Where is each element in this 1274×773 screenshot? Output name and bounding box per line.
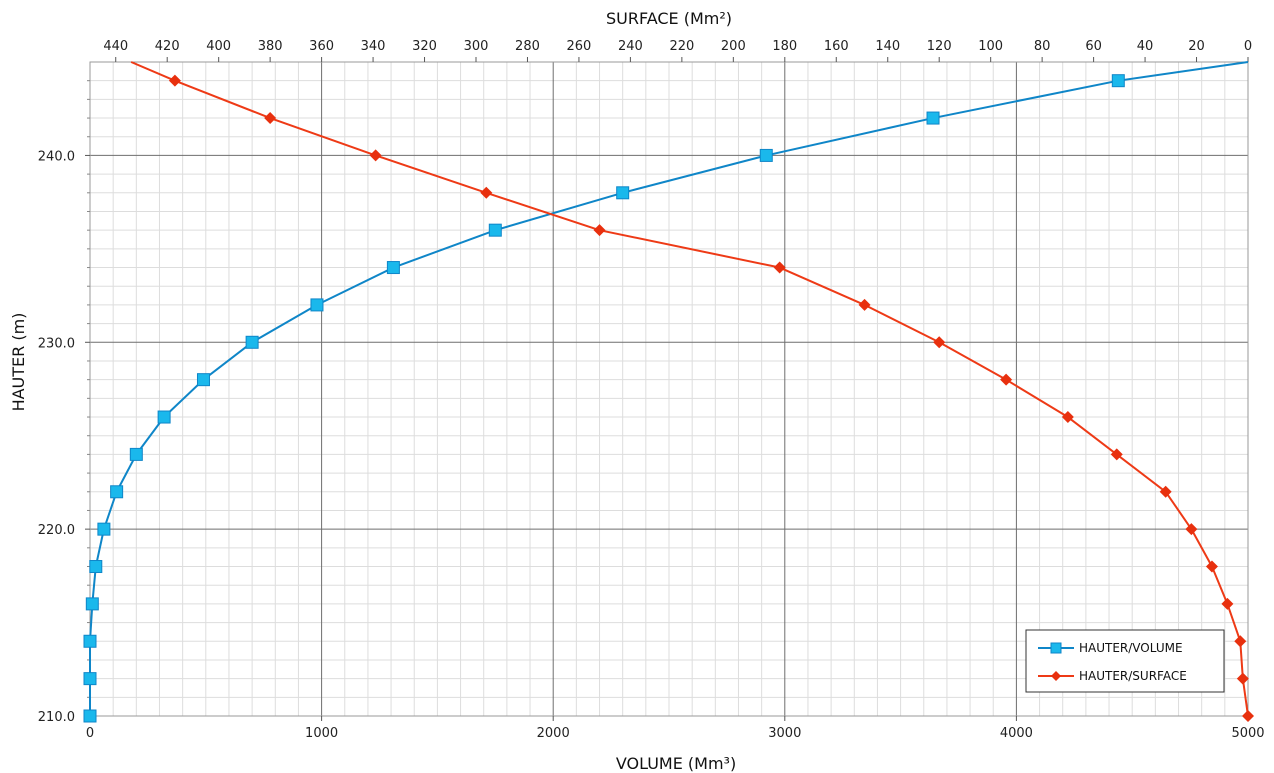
top-tick-label: 240 <box>618 39 643 54</box>
top-tick-label: 160 <box>824 39 849 54</box>
volume-point <box>110 485 124 499</box>
bottom-axis-title: VOLUME (Mm³) <box>616 754 736 773</box>
surface-point <box>1061 411 1074 424</box>
series-layer <box>83 61 1254 723</box>
surface-point <box>1205 560 1218 573</box>
surface-point <box>369 149 382 162</box>
surface-point <box>1000 373 1013 386</box>
top-tick-label: 360 <box>309 39 334 54</box>
left-tick-label: 230.0 <box>38 336 75 351</box>
bottom-tick-label: 2000 <box>537 726 570 741</box>
grid-minor <box>90 62 1248 716</box>
surface-point <box>1242 710 1254 722</box>
volume-point <box>85 597 99 611</box>
surface-point <box>593 224 606 237</box>
top-tick-label: 260 <box>567 39 592 54</box>
top-tick-label: 320 <box>412 39 437 54</box>
bottom-tick-label: 1000 <box>305 726 338 741</box>
volume-point <box>245 335 259 349</box>
surface-point <box>264 112 277 125</box>
bottom-tick-label: 4000 <box>1000 726 1033 741</box>
bottom-tick-label: 3000 <box>768 726 801 741</box>
volume-point <box>926 111 940 125</box>
surface-point <box>773 261 786 274</box>
top-tick-label: 20 <box>1188 39 1205 54</box>
bottom-tick-label: 0 <box>86 726 94 741</box>
surface-point <box>1221 597 1234 610</box>
legend-label-volume: HAUTER/VOLUME <box>1079 641 1183 655</box>
surface-point <box>168 74 181 87</box>
surface-point <box>1236 672 1249 685</box>
top-tick-label: 100 <box>978 39 1003 54</box>
volume-point <box>129 447 143 461</box>
volume-point <box>83 634 97 648</box>
bottom-tick-label: 5000 <box>1231 726 1264 741</box>
top-tick-label: 440 <box>103 39 128 54</box>
volume-point <box>488 223 502 237</box>
surface-point <box>1110 448 1123 461</box>
top-tick-label: 380 <box>258 39 283 54</box>
top-tick-label: 420 <box>155 39 180 54</box>
top-tick-label: 200 <box>721 39 746 54</box>
surface-point <box>1185 523 1198 536</box>
left-tick-label: 210.0 <box>38 710 75 725</box>
left-axis-title: HAUTER (m) <box>9 313 28 412</box>
top-tick-label: 0 <box>1244 39 1252 54</box>
top-tick-label: 280 <box>515 39 540 54</box>
top-tick-label: 220 <box>669 39 694 54</box>
top-tick-label: 300 <box>464 39 489 54</box>
left-tick-label: 240.0 <box>38 149 75 164</box>
volume-point <box>97 522 111 536</box>
volume-point <box>1111 74 1125 88</box>
top-axis-title: SURFACE (Mm²) <box>606 9 732 28</box>
left-tick-label: 220.0 <box>38 523 75 538</box>
legend-marker-surface <box>1051 671 1061 681</box>
grid-major <box>90 62 1248 716</box>
surface-point <box>1159 485 1172 498</box>
volume-point <box>83 672 97 686</box>
surface-point <box>480 186 493 199</box>
top-tick-label: 340 <box>361 39 386 54</box>
top-tick-label: 140 <box>875 39 900 54</box>
surface-point <box>933 336 946 349</box>
legend-label-surface: HAUTER/SURFACE <box>1079 669 1187 683</box>
legend-marker-volume <box>1050 642 1062 654</box>
top-tick-label: 400 <box>206 39 231 54</box>
volume-point <box>196 373 210 387</box>
volume-point <box>157 410 171 424</box>
legend: HAUTER/VOLUME HAUTER/SURFACE <box>1025 629 1225 693</box>
volume-point <box>386 261 400 275</box>
top-tick-label: 180 <box>772 39 797 54</box>
top-tick-label: 80 <box>1034 39 1051 54</box>
top-tick-label: 120 <box>927 39 952 54</box>
surface-point <box>858 298 871 311</box>
plot-frame <box>89 61 1249 717</box>
legend-box <box>1025 629 1225 693</box>
ticks <box>85 57 1249 721</box>
volume-point <box>89 560 103 574</box>
surface-point <box>1234 635 1247 648</box>
volume-point <box>759 148 773 162</box>
top-tick-label: 40 <box>1137 39 1154 54</box>
top-tick-label: 60 <box>1085 39 1102 54</box>
volume-point <box>616 186 630 200</box>
volume-point <box>83 709 97 723</box>
volume-point <box>310 298 324 312</box>
